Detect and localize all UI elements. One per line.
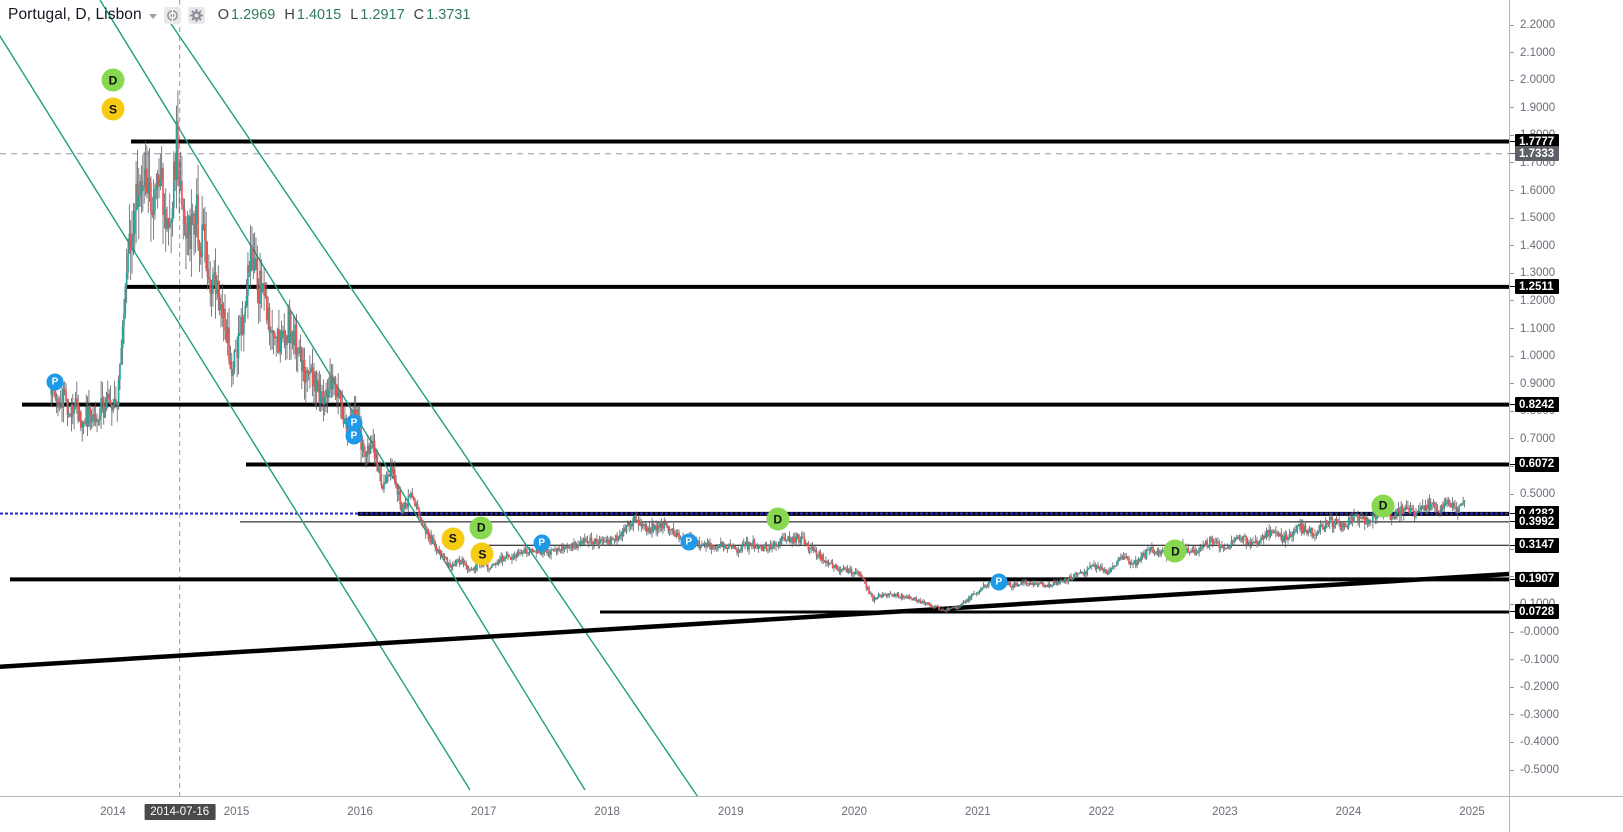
time-tick: 2021 [965,806,991,818]
price-tick: -0.2000 [1510,680,1559,695]
price-axis[interactable]: 2.20002.10002.00001.90001.80001.70001.60… [1509,0,1623,796]
price-tick: 1.6000 [1510,183,1555,198]
price-level-label[interactable]: 0.6072 [1510,456,1560,472]
chart-plot-area[interactable] [0,0,1509,796]
price-tick: -0.1000 [1510,652,1559,667]
time-tick: 2020 [841,806,868,818]
price-level-label[interactable]: 1.7777 [1510,134,1560,150]
price-level-label[interactable]: 0.1907 [1510,571,1560,587]
descending-trendline-3 [164,14,699,796]
time-tick: 2022 [1088,806,1115,818]
time-tick: 2014 [100,806,126,818]
time-axis[interactable]: 2014 2014-07-16 2015 2016 2017 2018 2019 2020 20… [0,796,1509,832]
price-tick: 0.7000 [1510,431,1555,446]
ohlc-low: L 1.2917 [350,7,405,23]
chart-marker-demand[interactable]: D [101,68,125,92]
price-tick: 1.3000 [1510,266,1555,281]
time-tick-active: 2014-07-16 [144,804,216,820]
price-tick: -0.5000 [1510,763,1559,778]
price-tick: 2.1000 [1510,45,1555,60]
chart-marker-demand[interactable]: D [469,516,493,540]
price-tick: 0.9000 [1510,376,1555,391]
time-tick: 2024 [1335,806,1362,818]
price-tick: 1.5000 [1510,211,1555,226]
price-tick: 1.4000 [1510,238,1555,253]
time-tick: 2016 [347,806,373,818]
chevron-down-icon[interactable] [148,14,157,19]
ohlc-close: C 1.3731 [413,7,471,23]
price-tick: -0.3000 [1510,707,1559,722]
price-tick: 1.0000 [1510,349,1555,364]
price-level-label[interactable]: 1.7333 [1510,146,1560,162]
chart-marker-pivot[interactable]: P [990,573,1008,591]
symbol-title[interactable]: Portugal, D, Lisbon [8,6,142,23]
candlestick-series [50,90,1466,613]
price-tick: 1.2000 [1510,293,1555,308]
price-level-label[interactable]: 1.2511 [1510,279,1559,295]
ohlc-open: O 1.2969 [217,7,276,23]
descending-trendline-1 [0,34,471,791]
price-tick: 2.2000 [1510,18,1555,33]
axis-corner [1509,796,1623,832]
time-tick: 2017 [470,806,497,818]
chart-marker-demand[interactable]: D [1371,494,1395,518]
ohlc-values: O 1.2969 H 1.4015 L 1.2917 C 1.3731 [218,7,471,23]
chart-marker-supply[interactable]: S [441,527,465,551]
visibility-icon[interactable] [163,6,181,24]
chart-canvas [0,0,1509,796]
price-level-label[interactable]: 0.3147 [1510,537,1560,553]
price-tick: 1.1000 [1510,321,1555,336]
price-tick: 2.0000 [1510,73,1555,88]
price-tick: 1.9000 [1510,100,1555,115]
price-tick: -0.0000 [1510,625,1559,640]
ohlc-high: H 1.4015 [284,7,342,23]
price-level-label[interactable]: 0.8242 [1510,397,1560,413]
time-tick: 2018 [594,806,620,818]
chart-marker-supply[interactable]: S [470,542,494,566]
chart-marker-pivot[interactable]: P [533,534,551,552]
price-tick: -0.4000 [1510,735,1559,750]
ascending-trendline [0,571,1509,669]
price-level-label[interactable]: 0.3992 [1510,514,1560,530]
chart-marker-pivot[interactable]: P [345,427,363,445]
settings-icon[interactable] [187,6,205,24]
chart-marker-demand[interactable]: D [766,507,790,531]
time-tick: 2019 [717,806,744,818]
chart-marker-supply[interactable]: S [101,97,125,121]
price-level-label[interactable]: 0.0728 [1510,604,1560,620]
time-tick: 2025 [1459,806,1485,818]
time-tick: 2023 [1212,806,1238,818]
chart-marker-demand[interactable]: D [1163,539,1187,563]
time-tick: 2015 [223,806,250,818]
chart-legend: Portugal, D, Lisbon O 1.2969 [8,4,471,26]
chart-marker-pivot[interactable]: P [46,373,64,391]
chart-marker-pivot[interactable]: P [680,533,698,551]
price-tick: 0.5000 [1510,487,1555,502]
